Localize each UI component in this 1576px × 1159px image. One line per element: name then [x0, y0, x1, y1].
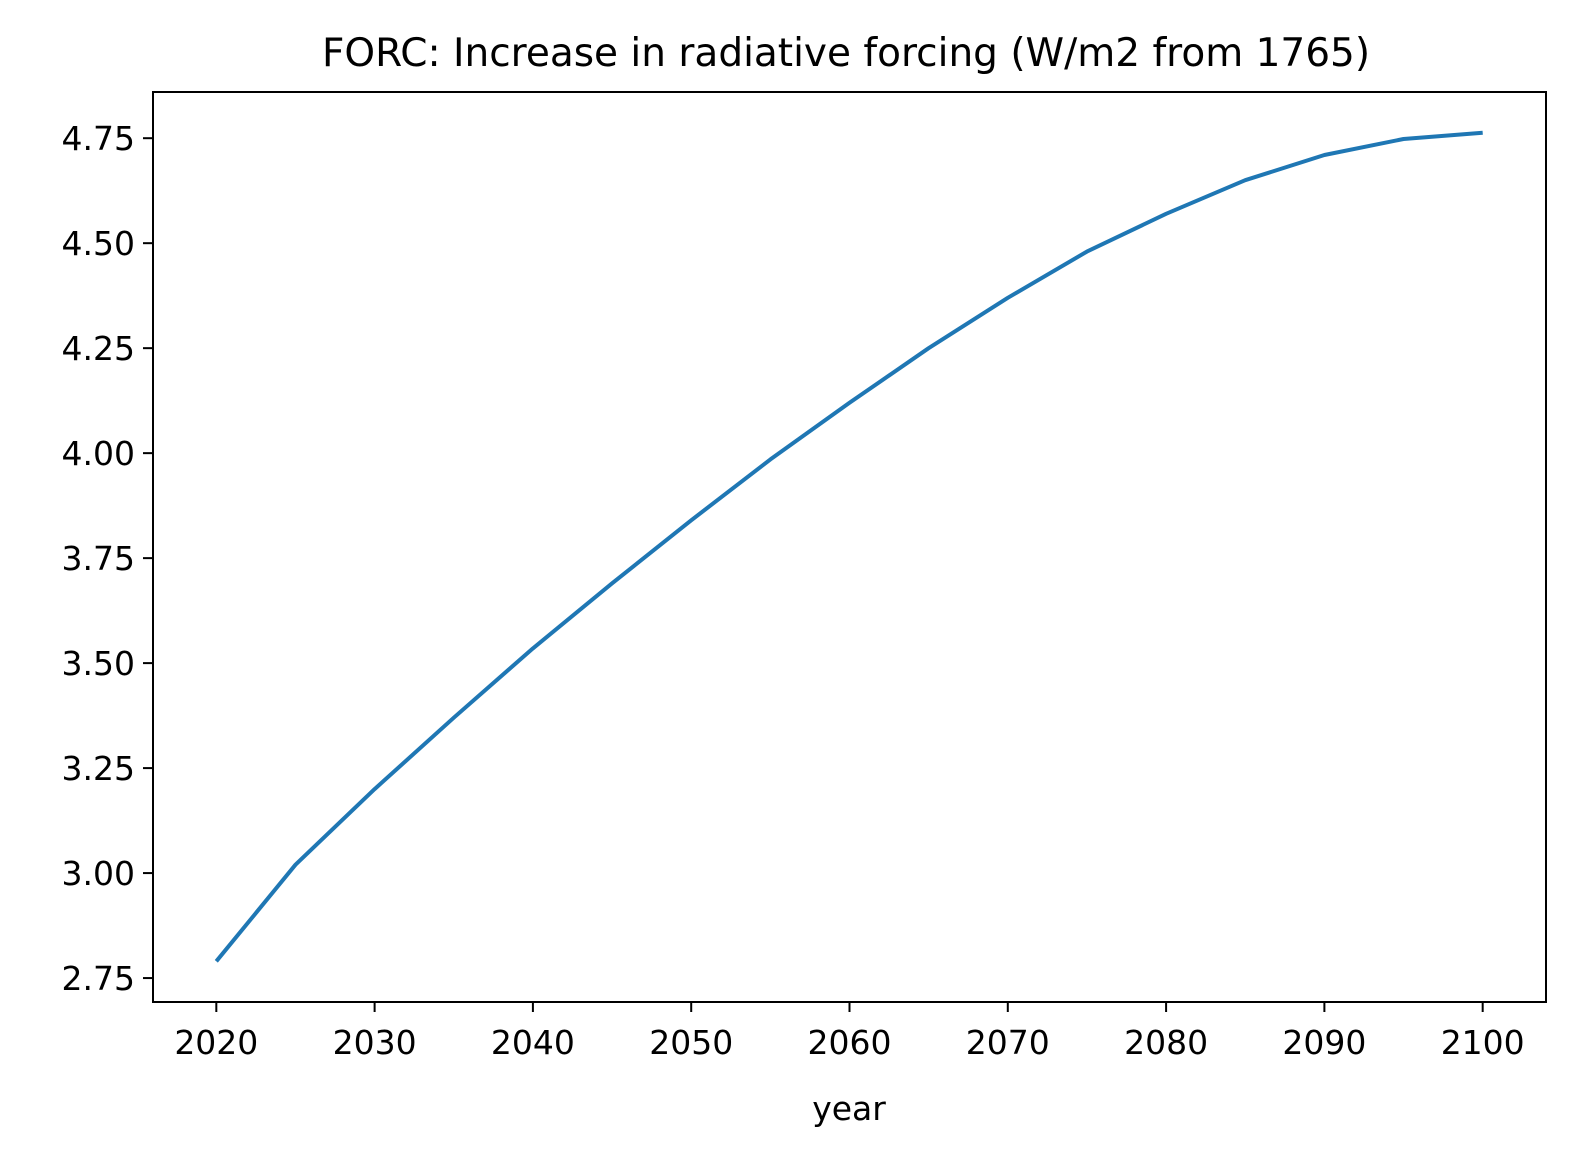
y-tick-label: 3.25: [62, 749, 135, 788]
x-tick-label: 2090: [1282, 1023, 1366, 1062]
y-tick-label: 3.00: [62, 854, 135, 893]
x-tick-label: 2070: [966, 1023, 1050, 1062]
x-tick-label: 2040: [491, 1023, 575, 1062]
y-tick-label: 4.50: [62, 224, 135, 263]
chart-title: FORC: Increase in radiative forcing (W/m…: [322, 31, 1370, 76]
x-tick-label: 2030: [333, 1023, 417, 1062]
x-tick-label: 2060: [808, 1023, 892, 1062]
series-line-0: [214, 130, 1483, 963]
x-tick-label: 2050: [649, 1023, 733, 1062]
x-tick-label: 2100: [1441, 1023, 1525, 1062]
x-axis-ticks: 2020 2030 2040 2050 2060 2070 2080 2090 2100: [174, 1002, 1525, 1062]
y-tick-label: 4.00: [62, 434, 135, 473]
x-tick-label: 2020: [174, 1023, 258, 1062]
series-layer: [214, 130, 1483, 963]
plot-frame: [152, 91, 1547, 1003]
x-tick-label: 2080: [1124, 1023, 1208, 1062]
y-tick-label: 3.50: [62, 644, 135, 683]
y-tick-label: 3.75: [62, 539, 135, 578]
x-axis-label: year: [812, 1089, 886, 1128]
y-axis-ticks: 2.75 3.00 3.25 3.50 3.75 4.00 4.25 4.50 4.75: [62, 119, 153, 998]
y-tick-label: 2.75: [62, 959, 135, 998]
y-tick-label: 4.75: [62, 119, 135, 158]
y-tick-label: 4.25: [62, 329, 135, 368]
